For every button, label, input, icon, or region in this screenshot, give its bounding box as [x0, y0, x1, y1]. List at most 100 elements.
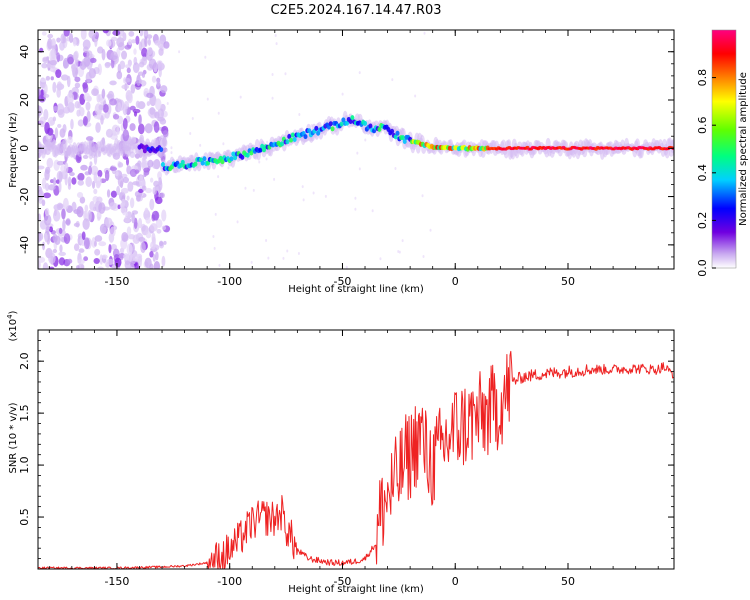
- noise-blob: [354, 196, 357, 200]
- noise-blob: [124, 211, 129, 217]
- noise-blob: [153, 121, 160, 133]
- noise-blob: [55, 69, 62, 79]
- noise-blob: [49, 60, 58, 66]
- noise-blob: [158, 47, 164, 56]
- noise-blob: [151, 232, 156, 243]
- spectrogram-y-ticks: -40 -20 0 20 40: [18, 39, 674, 270]
- noise-blob: [84, 204, 89, 212]
- noise-blob: [157, 61, 162, 72]
- noise-blob: [394, 166, 397, 170]
- noise-blob: [93, 114, 102, 119]
- ridge-core: [206, 160, 211, 166]
- noise-blob: [166, 102, 169, 106]
- noise-blob: [143, 172, 147, 178]
- noise-blob: [151, 75, 157, 83]
- spectrogram-x-tick-label: -100: [217, 275, 242, 288]
- noise-blob: [50, 76, 54, 81]
- noise-blob: [267, 256, 270, 260]
- ridge-halo: [62, 138, 68, 150]
- noise-blob: [116, 37, 125, 48]
- noise-blob: [144, 207, 149, 215]
- noise-blob: [49, 226, 54, 233]
- ridge-core: [400, 135, 405, 141]
- noise-blob: [137, 255, 142, 268]
- noise-blob: [38, 105, 43, 117]
- noise-blob: [49, 66, 58, 73]
- noise-blob: [127, 181, 134, 192]
- noise-blob: [162, 136, 167, 147]
- ridge-core: [363, 120, 368, 126]
- noise-blob: [83, 237, 90, 250]
- ridge-core: [377, 126, 382, 132]
- noise-blob: [371, 209, 374, 213]
- ridge-core: [141, 144, 146, 150]
- noise-blob: [120, 206, 125, 214]
- ridge-core: [290, 132, 295, 138]
- noise-blob: [50, 48, 57, 60]
- noise-blob: [116, 185, 121, 196]
- noise-blob: [96, 93, 101, 103]
- noise-blob: [271, 72, 274, 76]
- noise-blob: [106, 93, 113, 99]
- noise-blob: [82, 39, 91, 50]
- noise-blob: [45, 75, 51, 81]
- noise-blob: [105, 217, 113, 228]
- noise-blob: [121, 50, 128, 60]
- noise-blob: [80, 164, 88, 171]
- noise-blob: [222, 142, 225, 146]
- noise-blob: [423, 31, 426, 35]
- noise-blob: [75, 38, 80, 47]
- noise-blob: [126, 195, 130, 201]
- noise-blob: [62, 197, 69, 210]
- noise-blob: [397, 249, 400, 253]
- noise-blob: [85, 71, 92, 84]
- noise-blob: [57, 108, 65, 118]
- noise-blob: [58, 181, 62, 193]
- ridge-core: [220, 159, 225, 165]
- noise-blob: [66, 92, 75, 104]
- noise-blob: [143, 167, 150, 173]
- noise-blob: [345, 265, 348, 269]
- noise-blob: [155, 218, 163, 228]
- noise-blob: [138, 174, 144, 187]
- noise-blob: [161, 209, 167, 222]
- noise-blob: [128, 31, 135, 37]
- noise-blob: [89, 57, 97, 63]
- noise-blob: [218, 263, 221, 267]
- noise-blob: [102, 104, 109, 113]
- noise-blob: [45, 166, 51, 175]
- noise-blob: [206, 97, 209, 101]
- noise-blob: [42, 241, 46, 251]
- ridge-core: [280, 141, 285, 147]
- noise-blob: [69, 172, 75, 177]
- noise-blob: [97, 169, 103, 178]
- noise-blob: [41, 62, 48, 69]
- noise-blob: [204, 55, 207, 59]
- noise-blob: [160, 85, 168, 94]
- noise-blob: [152, 254, 156, 262]
- noise-blob: [76, 265, 80, 269]
- noise-blob: [38, 213, 42, 222]
- noise-blob: [121, 231, 129, 242]
- noise-blob: [170, 151, 173, 155]
- ridge-core: [258, 147, 263, 153]
- ridge-core: [303, 134, 308, 140]
- ridge-core: [314, 125, 319, 131]
- noise-blob: [131, 39, 136, 44]
- noise-blob: [212, 234, 215, 238]
- noise-blob: [73, 222, 80, 227]
- noise-blob: [159, 192, 165, 199]
- noise-blob: [76, 109, 81, 117]
- noise-blob: [109, 166, 118, 171]
- noise-blob: [324, 194, 327, 198]
- noise-blob: [96, 196, 103, 203]
- noise-blob: [46, 225, 50, 231]
- noise-blob: [145, 231, 152, 239]
- noise-blob: [77, 179, 84, 186]
- noise-blob: [53, 204, 61, 211]
- noise-blob: [104, 62, 111, 69]
- noise-blob: [41, 31, 47, 36]
- noise-blob: [199, 143, 202, 147]
- noise-blob: [146, 34, 153, 39]
- spectrogram-x-tick-label: -150: [104, 275, 129, 288]
